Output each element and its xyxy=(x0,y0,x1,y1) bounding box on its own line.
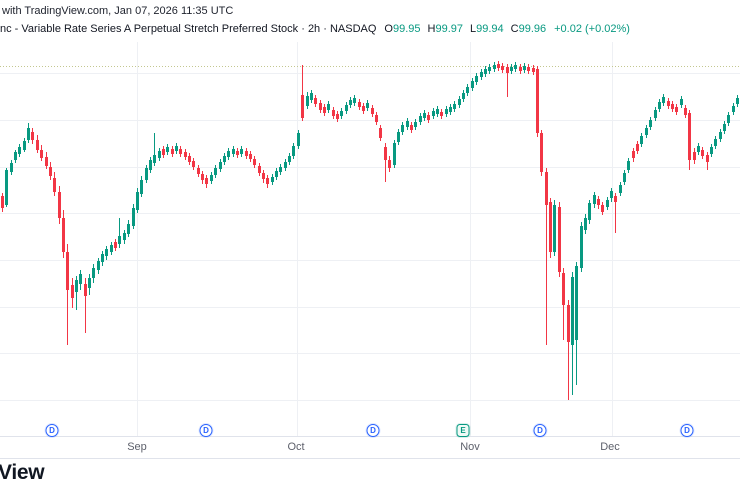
tradingview-logo[interactable]: View xyxy=(0,461,45,484)
earnings-marker[interactable]: E xyxy=(456,424,470,437)
ohlc-low: L99.94 xyxy=(470,23,504,36)
ohlc-high-label: H xyxy=(427,23,436,35)
dividend-marker[interactable]: D xyxy=(533,424,547,437)
symbol-header: nc - Variable Rate Series A Perpetual St… xyxy=(0,23,630,36)
ohlc-high-value: 99.97 xyxy=(435,23,463,35)
dividend-marker[interactable]: D xyxy=(199,424,213,437)
price-change: +0.02 (+0.02%) xyxy=(554,23,630,35)
ohlc-low-value: 99.94 xyxy=(476,23,504,35)
ohlc-open-value: 99.95 xyxy=(392,23,421,35)
ohlc-open-label: O xyxy=(384,23,393,35)
ohlc-open: O99.95 xyxy=(384,23,420,36)
dividend-marker[interactable]: D xyxy=(680,424,694,437)
dividend-marker[interactable]: D xyxy=(45,424,59,437)
ohlc-low-label: L xyxy=(469,23,477,35)
dividend-marker[interactable]: D xyxy=(366,424,380,437)
ohlc-close: C99.96 xyxy=(511,23,546,36)
attribution-text: with TradingView.com, Jan 07, 2026 11:35… xyxy=(2,5,234,17)
ohlc-close-label: C xyxy=(510,23,519,35)
ohlc-close-value: 99.96 xyxy=(518,23,547,35)
symbol-description: nc - Variable Rate Series A Perpetual St… xyxy=(0,23,377,35)
ohlc-high: H99.97 xyxy=(428,23,463,36)
